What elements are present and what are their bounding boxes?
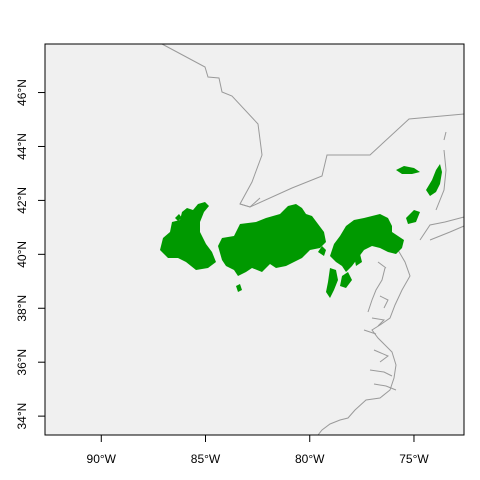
y-tick-label: 42°N [15,187,29,214]
y-axis: 34°N 36°N 38°N 40°N 42°N 44°N 46°N [15,79,45,430]
y-tick-label: 38°N [15,295,29,322]
range-region-west-small [175,214,182,221]
canada-us-border-west [161,43,465,208]
x-tick-label: 75°W [399,452,429,466]
range-region-east-fragments [326,268,338,298]
lake-erie-shore [239,197,261,208]
coastline-long-island [419,216,465,241]
range-region-west [160,202,216,270]
y-tick-label: 36°N [15,349,29,376]
x-tick-label: 80°W [295,452,325,466]
range-region-massachusetts [426,164,442,196]
plot-frame [44,43,465,436]
y-tick-label: 46°N [15,79,29,106]
boundary-lines [161,43,465,436]
range-region-small-south [236,284,242,292]
range-region-east-fragment-3 [354,254,362,266]
range-polygons [160,164,442,298]
range-region-east [330,214,404,272]
range-region-central-east [318,246,326,256]
cape-cod-coast [435,131,447,211]
range-region-northeast [396,166,420,174]
range-region-hudson [406,210,420,224]
y-tick-label: 44°N [15,133,29,160]
range-region-east-fragment-2 [340,272,352,288]
x-tick-label: 90°W [87,452,117,466]
coastline-delaware-chesapeake [317,249,411,436]
x-axis: 90°W 85°W 80°W 75°W [87,435,429,466]
y-tick-label: 40°N [15,241,29,268]
chesapeake-inlets [363,261,397,391]
x-tick-label: 85°W [191,452,221,466]
range-region-central [218,204,326,276]
y-tick-label: 34°N [15,403,29,430]
